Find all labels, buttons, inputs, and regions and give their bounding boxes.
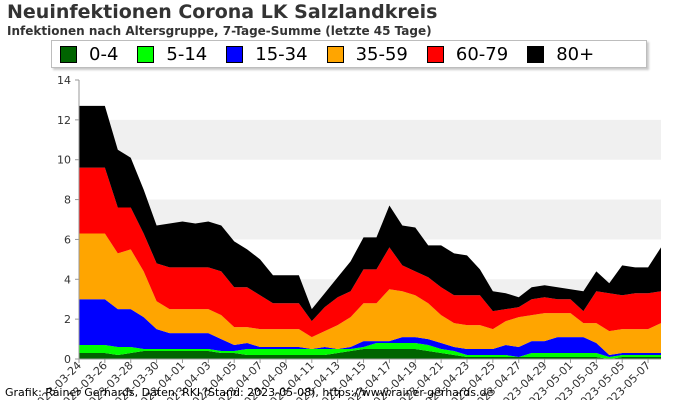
- y-tick-label: 0: [64, 353, 71, 366]
- legend-label: 0-4: [89, 43, 119, 65]
- legend-label: 5-14: [166, 43, 208, 65]
- legend-label: 60-79: [455, 43, 509, 65]
- legend-label: 80+: [556, 43, 595, 65]
- area-series-15-34: [79, 299, 661, 358]
- area-series-5-14: [79, 343, 661, 359]
- y-axis: 0 2 4 6 8 10 12 14: [57, 74, 80, 366]
- legend-item-15-34: 15-34: [226, 44, 326, 65]
- legend-label: 35-59: [355, 43, 408, 65]
- area-series-group: [79, 105, 661, 359]
- y-tick-label: 10: [57, 154, 71, 167]
- legend-item-0-4: 0-4: [60, 44, 137, 65]
- area-series-80+: [79, 105, 661, 322]
- legend-item-60-79: 60-79: [426, 43, 527, 65]
- area-series-60-79: [79, 167, 661, 338]
- legend-swatch: [527, 45, 545, 63]
- chart-title: Neuinfektionen Corona LK Salzlandkreis: [7, 1, 438, 23]
- area-series-35-59: [79, 233, 661, 356]
- source-credit: Grafik: Rainer Gerhards, Daten: RKI (Sta…: [5, 386, 494, 399]
- legend-item-35-59: 35-59: [326, 43, 427, 65]
- grid-band: [79, 119, 661, 160]
- y-tick-label: 14: [57, 74, 71, 87]
- chart-subtitle: Infektionen nach Altersgruppe, 7-Tage-Su…: [7, 24, 432, 38]
- area-series-0-4: [79, 349, 661, 359]
- y-tick-label: 6: [64, 233, 71, 246]
- legend-item-5-14: 5-14: [137, 44, 226, 65]
- y-tick-label: 2: [64, 313, 71, 326]
- legend-swatch: [426, 45, 444, 63]
- legend: 0-4 5-14 15-34 35-59 60-79 80+: [51, 40, 647, 68]
- y-tick-label: 12: [57, 114, 71, 127]
- legend-swatch: [326, 45, 344, 63]
- legend-swatch: [226, 45, 244, 63]
- y-tick-label: 8: [64, 194, 71, 207]
- legend-swatch: [137, 45, 155, 63]
- legend-label: 15-34: [255, 43, 308, 65]
- y-tick-label: 4: [64, 273, 71, 286]
- legend-swatch: [60, 45, 77, 63]
- legend-item-80+: 80+: [527, 44, 613, 65]
